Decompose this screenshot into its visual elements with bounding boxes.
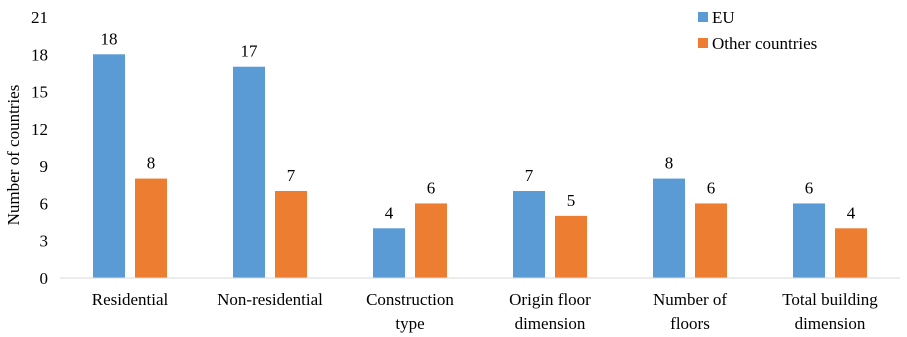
bar-other-countries	[555, 215, 587, 278]
bar-other-countries	[835, 228, 867, 278]
data-label: 18	[101, 29, 118, 48]
data-labels: 18 8 17 7 4 6 7 5 8 6 6 4	[101, 29, 856, 222]
bar-eu	[93, 54, 125, 279]
bar-eu	[373, 228, 405, 278]
data-label: 8	[147, 154, 156, 173]
legend-swatch	[698, 12, 708, 22]
data-label: 17	[241, 42, 259, 61]
x-tick-label: Total building dimension	[782, 290, 878, 333]
bar-eu	[793, 203, 825, 278]
x-tick-label: Number of floors	[653, 290, 727, 333]
data-label: 7	[525, 166, 534, 185]
x-tick-label: Construction type	[366, 290, 454, 333]
y-tick-label: 3	[40, 232, 49, 251]
data-label: 4	[385, 203, 394, 222]
x-tick-label: Origin floor dimension	[509, 290, 591, 333]
y-axis-label: Number of countries	[4, 85, 23, 226]
data-label: 5	[567, 191, 576, 210]
y-tick-label: 12	[31, 120, 48, 139]
x-tick-label: Residential	[92, 290, 169, 309]
bar-other-countries	[135, 178, 167, 278]
data-label: 7	[287, 166, 296, 185]
bar-other-countries	[695, 203, 727, 278]
data-label: 8	[665, 154, 674, 173]
legend-label: Other countries	[712, 34, 817, 53]
y-tick-label: 18	[31, 45, 48, 64]
data-label: 6	[707, 178, 716, 197]
bar-eu	[653, 178, 685, 278]
bar-other-countries	[415, 203, 447, 278]
data-label: 4	[847, 203, 856, 222]
y-tick-label: 0	[40, 269, 49, 288]
bar-eu	[513, 191, 545, 278]
data-label: 6	[427, 178, 436, 197]
y-tick-label: 15	[31, 83, 48, 102]
legend-label: EU	[712, 8, 735, 27]
legend: EU Other countries	[698, 8, 817, 53]
y-tick-label: 9	[40, 157, 49, 176]
bar-other-countries	[275, 191, 307, 278]
data-label: 6	[805, 178, 814, 197]
bars	[93, 54, 867, 279]
x-axis: Residential Non-residential Construction ty…	[60, 277, 900, 333]
bar-eu	[233, 66, 265, 278]
legend-swatch	[698, 38, 708, 48]
y-tick-label: 21	[31, 8, 48, 27]
y-tick-label: 6	[40, 194, 49, 213]
x-tick-label: Non-residential	[217, 290, 323, 309]
y-axis: 0 3 6 9 12 15 18 21	[31, 8, 48, 288]
